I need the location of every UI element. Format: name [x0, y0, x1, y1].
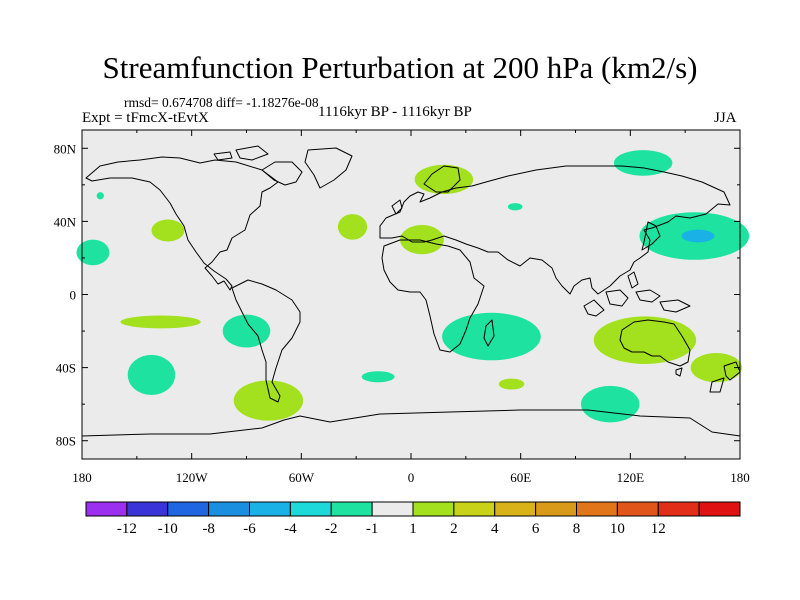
colorbar-swatch-6	[330, 501, 373, 517]
colorbar-label-3: -6	[243, 521, 256, 537]
x-tick-label-5: 120E	[617, 470, 645, 485]
colorbar-swatch-2	[167, 501, 210, 517]
anomaly-region-4	[127, 354, 176, 396]
colorbar-label-0: -12	[117, 521, 137, 537]
colorbar-label-9: 4	[491, 521, 499, 537]
anomaly-region-18	[690, 352, 742, 383]
colorbar-label-8: 2	[450, 521, 458, 537]
y-tick-label-3: 40S	[56, 361, 76, 376]
coastlines	[81, 145, 741, 437]
colorbar-label-1: -10	[158, 521, 178, 537]
anomaly-region-10	[507, 203, 523, 211]
anomaly-region-6	[233, 380, 304, 421]
anomaly-region-9	[400, 225, 444, 255]
anomaly-region-12	[361, 371, 395, 383]
period-label: 1116kyr BP - 1116kyr BP	[318, 104, 472, 120]
colorbar: -12 -10 -8 -6 -4 -2 -1 1 2 4 6 8 10 12	[85, 501, 741, 537]
anomaly-region-16	[681, 229, 715, 243]
y-tick-label-1: 40N	[54, 214, 77, 229]
anomaly-region-19	[580, 385, 640, 423]
colorbar-label-5: -2	[325, 521, 338, 537]
x-tick-label-0: 180	[72, 470, 92, 485]
x-tick-label-2: 60W	[289, 470, 315, 485]
season-label: JJA	[714, 110, 737, 126]
colorbar-swatch-0	[85, 501, 128, 517]
colorbar-label-13: 12	[651, 521, 666, 537]
experiment-label: Expt = tFmcX-tEvtX	[82, 110, 209, 126]
colorbar-label-10: 6	[532, 521, 540, 537]
map-background	[82, 130, 740, 459]
anomaly-region-17	[593, 316, 697, 364]
colorbar-label-4: -4	[284, 521, 297, 537]
y-tick-label-0: 80N	[54, 141, 77, 156]
x-tick-label-6: 180	[730, 470, 750, 485]
y-axis: 80N 40N 0 40S 80S	[54, 141, 740, 449]
colorbar-swatch-12	[576, 501, 618, 517]
colorbar-swatch-14	[657, 501, 700, 517]
colorbar-swatch-8	[412, 501, 455, 517]
anomaly-region-5	[222, 314, 271, 348]
colorbar-label-2: -8	[202, 521, 215, 537]
colorbar-swatch-4	[249, 501, 291, 517]
anomaly-region-7	[337, 214, 368, 240]
colorbar-swatch-11	[535, 501, 577, 517]
chart-title: Streamfunction Perturbation at 200 hPa (…	[102, 50, 698, 85]
anomaly-region-1	[96, 192, 104, 200]
anomaly-region-14	[613, 150, 673, 176]
anomaly-region-11	[442, 312, 541, 361]
colorbar-swatch-15	[698, 501, 741, 517]
anomaly-region-13	[498, 378, 525, 390]
colorbar-swatch-13	[616, 501, 659, 517]
x-tick-label-3: 0	[408, 470, 415, 485]
stats-text: rmsd= 0.674708 diff= -1.18276e-08	[124, 95, 319, 110]
y-tick-label-2: 0	[70, 288, 77, 303]
anomaly-layer	[76, 150, 750, 423]
y-tick-label-4: 80S	[56, 434, 76, 449]
anomaly-region-2	[151, 219, 185, 242]
colorbar-swatch-1	[126, 501, 169, 517]
colorbar-swatch-9	[453, 501, 496, 517]
anomaly-region-8	[414, 164, 474, 194]
colorbar-label-11: 8	[573, 521, 581, 537]
x-axis: 180 120W 60W 0 60E 120E 180	[72, 130, 750, 485]
colorbar-label-6: -1	[366, 521, 379, 537]
anomaly-region-3	[120, 315, 201, 329]
x-tick-label-4: 60E	[510, 470, 531, 485]
colorbar-swatch-5	[289, 501, 332, 517]
colorbar-label-7: 1	[409, 521, 417, 537]
colorbar-swatch-10	[494, 501, 537, 517]
colorbar-label-12: 10	[610, 521, 625, 537]
colorbar-swatch-7	[371, 501, 414, 517]
colorbar-swatch-3	[208, 501, 250, 517]
anomaly-region-0	[76, 239, 110, 266]
x-tick-label-1: 120W	[176, 470, 209, 485]
